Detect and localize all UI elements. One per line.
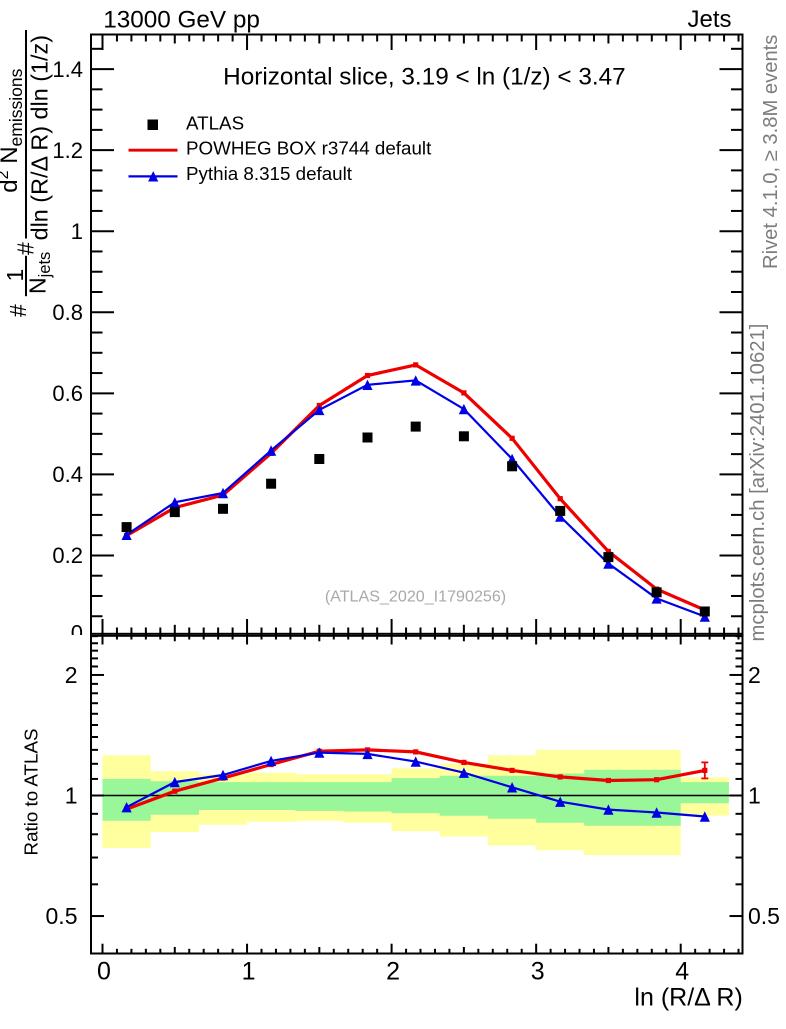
svg-text:Pythia 8.315 default: Pythia 8.315 default (186, 163, 353, 184)
svg-text:mcplots.cern.ch [arXiv:2401.10: mcplots.cern.ch [arXiv:2401.10621] (747, 324, 769, 642)
svg-text:0.5: 0.5 (748, 903, 780, 929)
svg-text:1.4: 1.4 (52, 57, 83, 82)
svg-text:ln (R/Δ R): ln (R/Δ R) (634, 983, 742, 1011)
svg-text:#: # (5, 304, 31, 317)
svg-text:Njets: Njets (25, 252, 54, 294)
svg-text:0: 0 (71, 621, 83, 646)
svg-text:3: 3 (531, 957, 545, 985)
svg-text:0.5: 0.5 (46, 903, 78, 929)
svg-text:Jets: Jets (687, 6, 731, 33)
svg-text:0.8: 0.8 (52, 300, 83, 325)
svg-text:0.2: 0.2 (52, 543, 83, 568)
svg-text:1.2: 1.2 (52, 138, 83, 163)
svg-text:0.4: 0.4 (52, 462, 83, 487)
svg-text:2: 2 (748, 662, 761, 688)
svg-text:Horizontal slice, 3.19 < ln (1: Horizontal slice, 3.19 < ln (1/z) < 3.47 (223, 63, 625, 90)
svg-text:Ratio to ATLAS: Ratio to ATLAS (21, 728, 42, 855)
svg-text:0.6: 0.6 (52, 381, 83, 406)
svg-text:POWHEG BOX r3744 default: POWHEG BOX r3744 default (186, 138, 432, 159)
svg-text:1: 1 (748, 783, 761, 809)
svg-text:ATLAS: ATLAS (186, 113, 244, 134)
svg-text:1: 1 (2, 269, 28, 282)
svg-text:4: 4 (675, 957, 689, 985)
svg-text:13000 GeV pp: 13000 GeV pp (103, 6, 260, 33)
svg-text:1: 1 (71, 219, 83, 244)
svg-text:(ATLAS_2020_I1790256): (ATLAS_2020_I1790256) (325, 587, 506, 605)
svg-text:0: 0 (97, 957, 111, 985)
svg-text:Rivet 4.1.0, ≥ 3.8M events: Rivet 4.1.0, ≥ 3.8M events (760, 35, 782, 269)
svg-text:#: # (13, 242, 39, 255)
svg-text:dln (R/Δ R) dln (1/z): dln (R/Δ R) dln (1/z) (27, 35, 53, 240)
svg-text:2: 2 (65, 662, 78, 688)
svg-text:1: 1 (242, 957, 256, 985)
svg-text:2: 2 (386, 957, 400, 985)
svg-text:1: 1 (65, 783, 78, 809)
